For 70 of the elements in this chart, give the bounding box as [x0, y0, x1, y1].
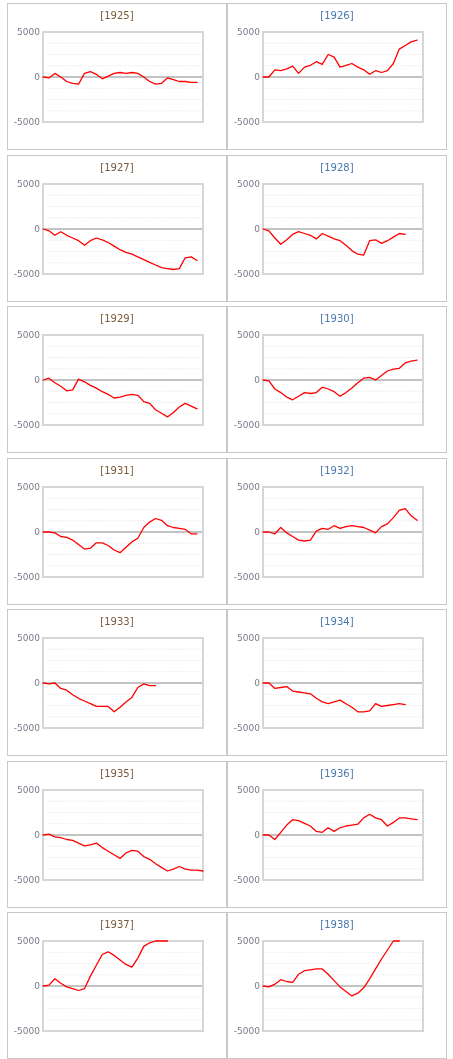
y-tick-label: 5000	[237, 784, 261, 795]
y-tick-label: 5000	[17, 633, 41, 644]
chart-title: [1936]	[320, 767, 354, 779]
line-series	[42, 377, 198, 418]
y-tick-label: -5000	[13, 1026, 41, 1037]
chart-title: [1937]	[100, 919, 134, 930]
y-tick-label: -5000	[13, 420, 41, 431]
line-series	[262, 39, 418, 78]
chart-title: [1934]	[320, 616, 354, 627]
y-tick-label: 5000	[17, 481, 41, 492]
y-tick-label: 0	[254, 678, 261, 689]
y-tick-label: 5000	[237, 178, 261, 189]
line-series	[262, 507, 418, 542]
y-tick-label: 5000	[237, 936, 261, 947]
y-tick-label: 5000	[17, 936, 41, 947]
y-tick-label: 5000	[237, 330, 261, 341]
y-tick-label: -5000	[233, 117, 261, 128]
chart-title: [1935]	[100, 767, 134, 779]
line-series	[42, 517, 198, 553]
chart-title: [1930]	[320, 313, 354, 324]
y-tick-label: -5000	[233, 420, 261, 431]
line-series	[42, 70, 198, 85]
line-series	[42, 940, 169, 992]
y-tick-label: -5000	[13, 117, 41, 128]
line-series	[42, 227, 198, 270]
chart-title: [1932]	[320, 464, 354, 476]
line-series	[262, 359, 418, 401]
chart-title: [1931]	[100, 464, 134, 476]
y-tick-label: 0	[254, 829, 261, 840]
y-tick-label: -5000	[233, 723, 261, 734]
y-tick-label: 0	[254, 526, 261, 537]
y-tick-label: 5000	[17, 27, 41, 38]
line-series	[262, 940, 400, 997]
y-tick-label: -5000	[233, 1026, 261, 1037]
chart-title: [1929]	[100, 313, 134, 324]
y-tick-label: 0	[254, 72, 261, 83]
y-tick-label: 0	[34, 72, 41, 83]
chart-title: [1927]	[100, 161, 134, 173]
y-tick-label: 5000	[237, 27, 261, 38]
chart-title: [1926]	[320, 10, 354, 21]
y-tick-label: 0	[34, 678, 41, 689]
line-series	[262, 813, 418, 840]
y-tick-label: -5000	[233, 268, 261, 279]
y-tick-label: 5000	[17, 178, 41, 189]
chart-title: [1933]	[100, 616, 134, 627]
y-tick-label: 0	[254, 223, 261, 234]
chart-title: [1928]	[320, 161, 354, 173]
y-tick-label: 5000	[237, 633, 261, 644]
y-tick-label: 5000	[17, 784, 41, 795]
y-tick-label: -5000	[13, 723, 41, 734]
y-tick-label: 0	[34, 375, 41, 386]
line-series	[262, 227, 406, 256]
chart-title: [1938]	[320, 919, 354, 930]
y-tick-label: 0	[254, 981, 261, 992]
y-tick-label: -5000	[233, 874, 261, 885]
y-tick-label: 5000	[237, 481, 261, 492]
chart-title: [1925]	[100, 10, 134, 21]
y-tick-label: 0	[34, 829, 41, 840]
y-tick-label: 0	[254, 375, 261, 386]
line-series	[42, 682, 157, 713]
y-tick-label: 0	[34, 223, 41, 234]
y-tick-label: 0	[34, 981, 41, 992]
line-series	[262, 682, 406, 713]
y-tick-label: -5000	[13, 874, 41, 885]
y-tick-label: 5000	[17, 330, 41, 341]
y-tick-label: -5000	[13, 268, 41, 279]
y-tick-label: -5000	[233, 571, 261, 582]
y-tick-label: 0	[34, 526, 41, 537]
y-tick-label: -5000	[13, 571, 41, 582]
line-series	[42, 832, 204, 872]
